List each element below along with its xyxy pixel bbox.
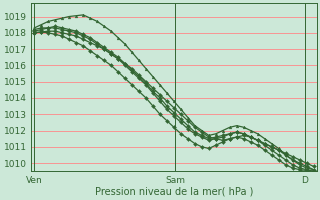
X-axis label: Pression niveau de la mer( hPa ): Pression niveau de la mer( hPa ): [95, 187, 253, 197]
